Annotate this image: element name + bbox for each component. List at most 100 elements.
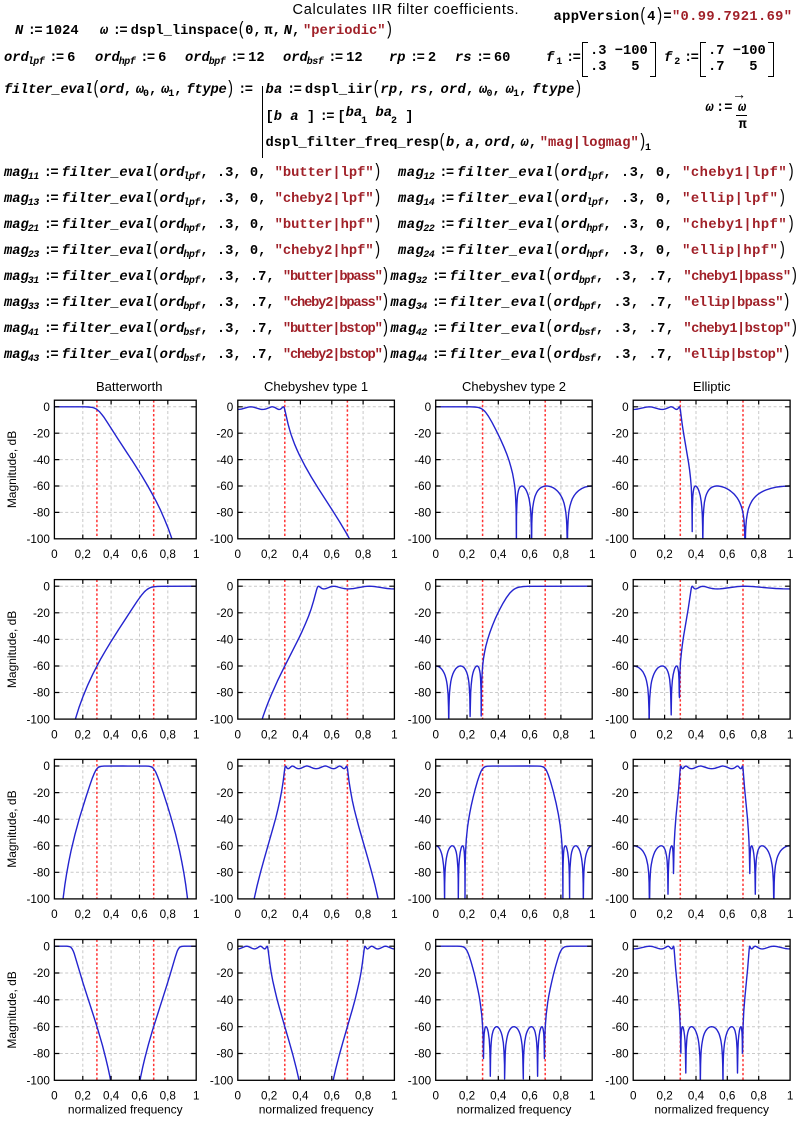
- svg-text:-40: -40: [216, 994, 233, 1007]
- svg-text:1: 1: [391, 908, 398, 921]
- svg-text:-40: -40: [612, 813, 629, 826]
- svg-text:0: 0: [51, 1090, 58, 1103]
- svg-text:0,6: 0,6: [521, 728, 537, 741]
- svg-text:-40: -40: [33, 994, 50, 1007]
- svg-text:-40: -40: [216, 454, 233, 467]
- svg-text:0: 0: [622, 940, 629, 953]
- svg-text:-20: -20: [216, 427, 233, 440]
- svg-text:-80: -80: [414, 507, 431, 520]
- svg-text:-80: -80: [216, 1048, 233, 1061]
- svg-text:-40: -40: [414, 634, 431, 647]
- svg-text:-40: -40: [612, 994, 629, 1007]
- svg-text:0,8: 0,8: [355, 548, 371, 561]
- svg-text:normalized frequency: normalized frequency: [68, 1103, 183, 1117]
- svg-text:-60: -60: [33, 840, 50, 853]
- svg-text:0,2: 0,2: [459, 1090, 475, 1103]
- svg-text:normalized frequency: normalized frequency: [259, 1103, 374, 1117]
- svg-text:0,6: 0,6: [131, 728, 147, 741]
- svg-text:0: 0: [432, 728, 439, 741]
- svg-text:0,2: 0,2: [75, 908, 91, 921]
- svg-text:0: 0: [43, 401, 50, 414]
- svg-text:0,8: 0,8: [751, 908, 767, 921]
- svg-text:0,4: 0,4: [688, 908, 705, 921]
- svg-text:-80: -80: [612, 867, 629, 880]
- svg-text:0,8: 0,8: [355, 908, 371, 921]
- svg-text:0,8: 0,8: [355, 728, 371, 741]
- svg-text:0: 0: [227, 940, 234, 953]
- svg-text:0,4: 0,4: [490, 548, 507, 561]
- svg-text:-20: -20: [612, 427, 629, 440]
- svg-text:-100: -100: [210, 893, 234, 906]
- svg-text:-20: -20: [414, 787, 431, 800]
- svg-text:Magnitude, dB: Magnitude, dB: [5, 431, 19, 508]
- svg-text:0,2: 0,2: [459, 728, 475, 741]
- svg-text:0,6: 0,6: [324, 908, 340, 921]
- svg-text:0: 0: [622, 580, 629, 593]
- svg-text:0: 0: [235, 728, 242, 741]
- svg-text:-40: -40: [33, 634, 50, 647]
- svg-text:-60: -60: [612, 660, 629, 673]
- svg-text:-80: -80: [612, 687, 629, 700]
- svg-text:-40: -40: [33, 813, 50, 826]
- svg-text:0: 0: [227, 580, 234, 593]
- svg-text:0,4: 0,4: [103, 548, 120, 561]
- svg-text:-60: -60: [216, 480, 233, 493]
- svg-text:-20: -20: [216, 967, 233, 980]
- svg-text:0: 0: [235, 1090, 242, 1103]
- svg-text:0: 0: [51, 548, 58, 561]
- svg-text:0,4: 0,4: [292, 908, 309, 921]
- svg-text:normalized frequency: normalized frequency: [654, 1103, 769, 1117]
- svg-text:-20: -20: [414, 607, 431, 620]
- svg-text:0: 0: [622, 760, 629, 773]
- svg-text:-80: -80: [216, 867, 233, 880]
- svg-text:0,8: 0,8: [553, 548, 569, 561]
- svg-text:Magnitude, dB: Magnitude, dB: [5, 790, 19, 867]
- svg-text:-40: -40: [414, 994, 431, 1007]
- svg-text:1: 1: [391, 548, 398, 561]
- svg-text:0: 0: [43, 760, 50, 773]
- svg-text:-80: -80: [612, 1048, 629, 1061]
- svg-text:0,4: 0,4: [688, 728, 705, 741]
- svg-text:0,6: 0,6: [324, 548, 340, 561]
- svg-text:0,2: 0,2: [656, 1090, 672, 1103]
- svg-text:-40: -40: [216, 634, 233, 647]
- svg-text:-100: -100: [210, 713, 234, 726]
- svg-text:-80: -80: [612, 507, 629, 520]
- svg-text:0,4: 0,4: [103, 908, 120, 921]
- svg-text:0: 0: [432, 908, 439, 921]
- svg-text:0: 0: [630, 548, 637, 561]
- svg-text:-60: -60: [216, 660, 233, 673]
- svg-text:1: 1: [391, 1090, 398, 1103]
- svg-text:0,4: 0,4: [292, 728, 309, 741]
- svg-text:-100: -100: [605, 893, 629, 906]
- svg-text:-100: -100: [605, 533, 629, 546]
- svg-text:0,6: 0,6: [131, 1090, 147, 1103]
- svg-text:-20: -20: [33, 967, 50, 980]
- svg-text:0: 0: [43, 580, 50, 593]
- svg-text:0,2: 0,2: [75, 548, 91, 561]
- svg-text:0,2: 0,2: [261, 548, 277, 561]
- svg-text:-100: -100: [26, 713, 50, 726]
- svg-text:0,6: 0,6: [521, 548, 537, 561]
- svg-text:0,4: 0,4: [490, 1090, 507, 1103]
- svg-text:0,6: 0,6: [719, 1090, 735, 1103]
- svg-text:0: 0: [425, 940, 432, 953]
- svg-text:-100: -100: [210, 1075, 234, 1088]
- svg-text:1: 1: [193, 1090, 200, 1103]
- svg-text:-60: -60: [414, 1021, 431, 1034]
- svg-text:normalized frequency: normalized frequency: [457, 1103, 572, 1117]
- svg-text:-20: -20: [216, 787, 233, 800]
- svg-text:1: 1: [391, 728, 398, 741]
- svg-text:0,4: 0,4: [688, 548, 705, 561]
- svg-text:-100: -100: [605, 1075, 629, 1088]
- svg-text:1: 1: [589, 548, 596, 561]
- svg-text:0: 0: [235, 908, 242, 921]
- svg-text:-100: -100: [26, 893, 50, 906]
- svg-text:-20: -20: [612, 607, 629, 620]
- svg-text:0,2: 0,2: [656, 548, 672, 561]
- svg-text:-40: -40: [414, 813, 431, 826]
- svg-text:-60: -60: [33, 1021, 50, 1034]
- svg-text:-60: -60: [216, 840, 233, 853]
- svg-text:0,2: 0,2: [261, 728, 277, 741]
- svg-text:0,2: 0,2: [261, 908, 277, 921]
